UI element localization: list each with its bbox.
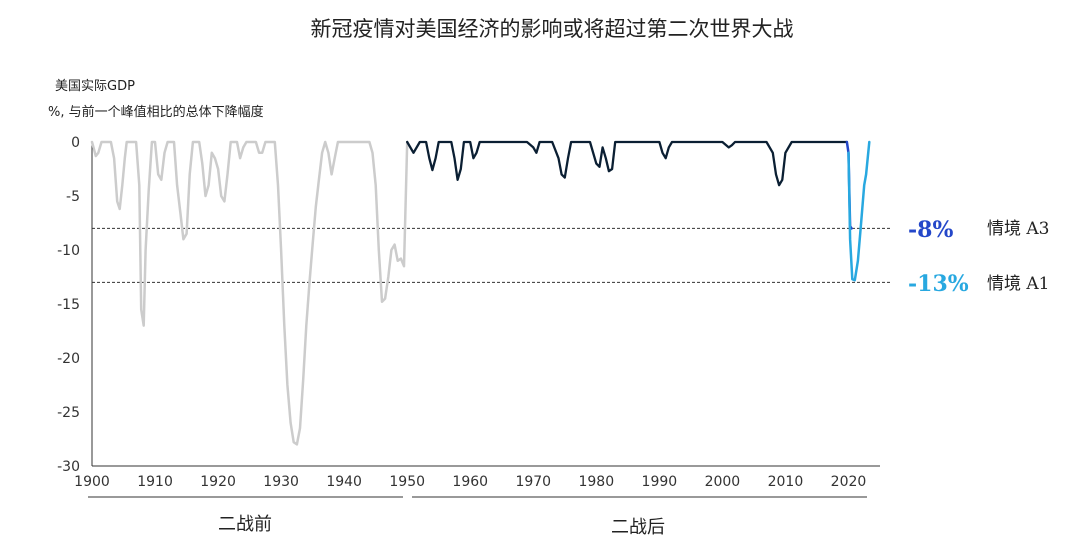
post-war-label: 二战后 bbox=[611, 517, 665, 538]
series-line-post-war bbox=[406, 140, 849, 187]
series-line-pre-war bbox=[90, 140, 409, 446]
x-tick-label: 1940 bbox=[326, 474, 362, 490]
pre-war-label: 二战前 bbox=[218, 514, 272, 535]
series-layer bbox=[90, 140, 871, 446]
series-line-scenario-a1 bbox=[847, 140, 871, 282]
x-tick-label: 1910 bbox=[137, 474, 173, 490]
scenario-a1-value: -13% bbox=[908, 271, 969, 297]
x-ticks: 1900 1910 1920 1930 1940 1950 1960 1970 1980 1990… bbox=[74, 474, 866, 490]
x-tick-label: 1960 bbox=[452, 474, 488, 490]
y-tick-label: -25 bbox=[57, 405, 80, 421]
scenario-annotations: -8% 情境 A3 -13% 情境 A1 bbox=[908, 217, 1050, 297]
chart-subtitle-unit: %, 与前一个峰值相比的总体下降幅度 bbox=[48, 104, 264, 120]
chart-title: 新冠疫情对美国经济的影响或将超过第二次世界大战 bbox=[311, 17, 794, 41]
x-tick-label: 1900 bbox=[74, 474, 110, 490]
scenario-a3-value: -8% bbox=[908, 217, 953, 243]
x-tick-label: 1920 bbox=[200, 474, 236, 490]
chart-subtitle-measure: 美国实际GDP bbox=[55, 79, 135, 94]
y-tick-label: -20 bbox=[57, 351, 80, 367]
y-tick-label: -30 bbox=[57, 459, 80, 475]
x-tick-label: 2010 bbox=[768, 474, 804, 490]
y-tick-label: -10 bbox=[57, 243, 80, 259]
x-tick-label: 1980 bbox=[578, 474, 614, 490]
x-tick-label: 2020 bbox=[831, 474, 867, 490]
x-tick-label: 2000 bbox=[705, 474, 741, 490]
x-tick-label: 1990 bbox=[642, 474, 678, 490]
x-tick-label: 1930 bbox=[263, 474, 299, 490]
scenario-a1-label: 情境 A1 bbox=[987, 274, 1050, 294]
era-brackets: 二战前 二战后 bbox=[88, 496, 867, 538]
x-tick-label: 1950 bbox=[389, 474, 425, 490]
y-ticks: 0 -5 -10 -15 -20 -25 -30 bbox=[57, 135, 80, 475]
y-tick-label: -15 bbox=[57, 297, 80, 313]
scenario-a3-label: 情境 A3 bbox=[987, 219, 1050, 239]
x-tick-label: 1970 bbox=[515, 474, 551, 490]
reference-lines bbox=[92, 227, 890, 283]
y-tick-label: 0 bbox=[71, 135, 80, 151]
y-tick-label: -5 bbox=[66, 189, 80, 205]
